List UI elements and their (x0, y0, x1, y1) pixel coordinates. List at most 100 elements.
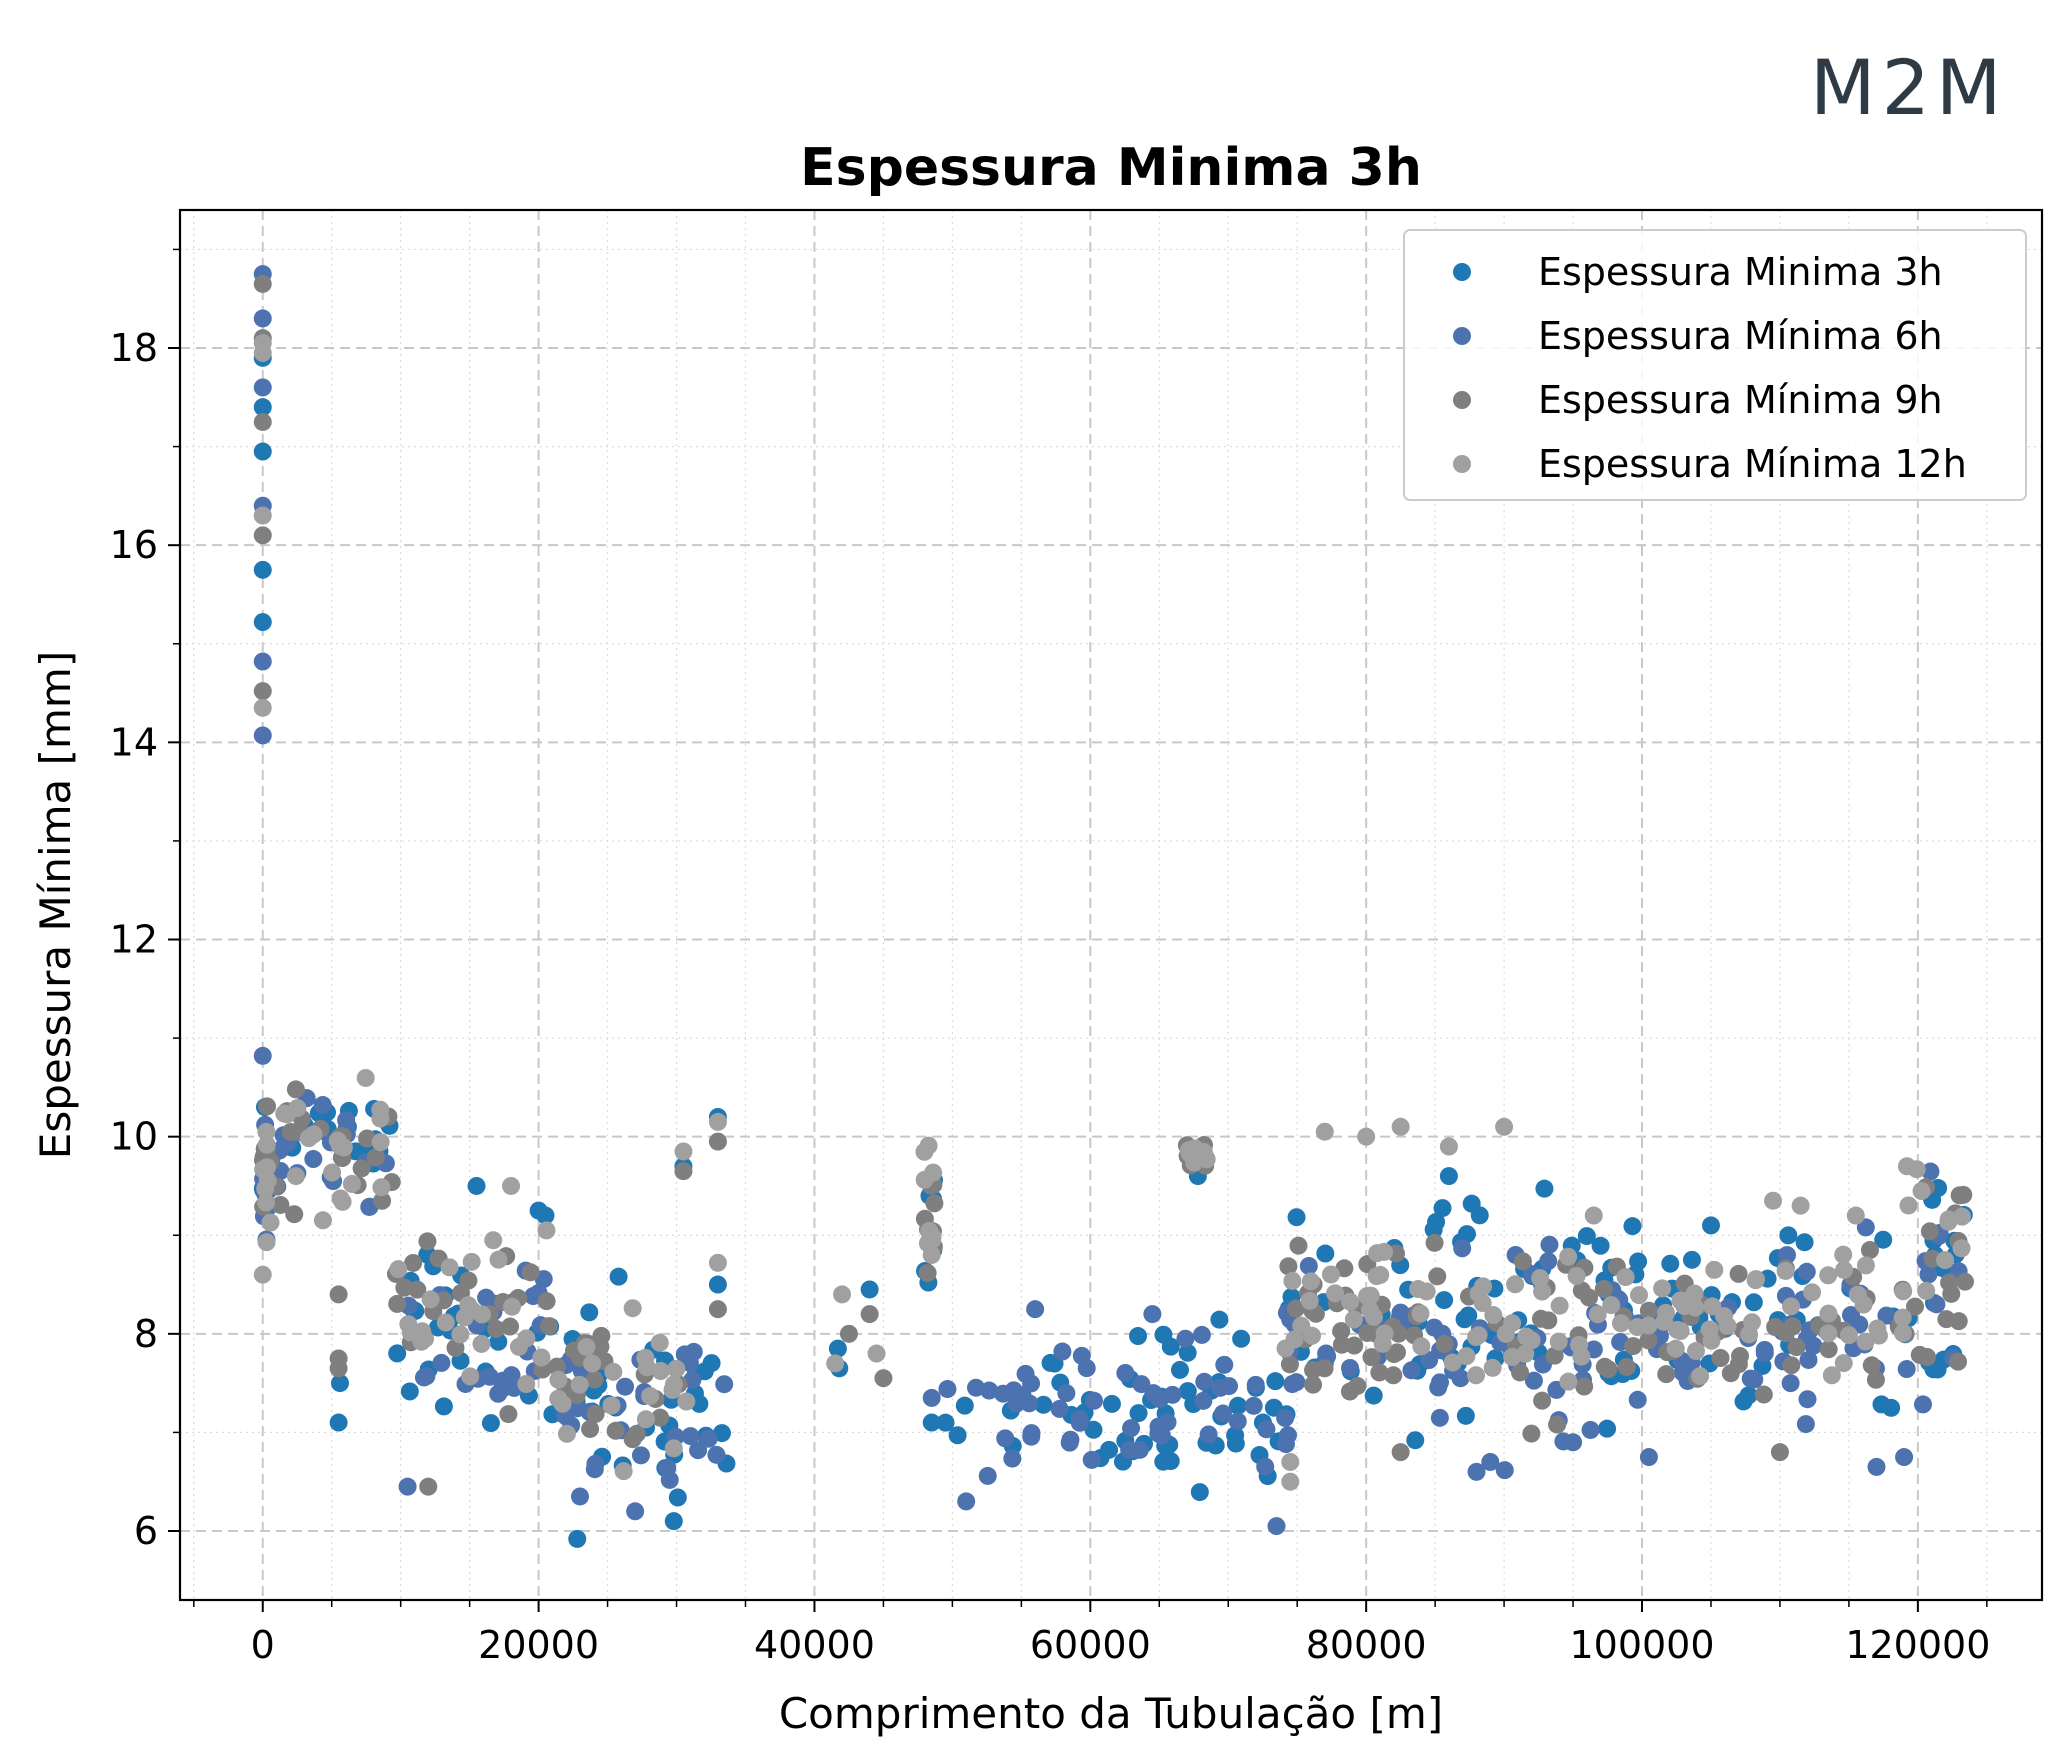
data-point (1927, 1295, 1946, 1314)
data-point (1897, 1157, 1916, 1176)
data-point (1862, 1356, 1881, 1375)
data-point (330, 1374, 349, 1393)
legend-marker (1453, 391, 1471, 409)
data-point (1402, 1361, 1421, 1380)
data-point (1868, 1319, 1887, 1338)
data-point (1144, 1384, 1163, 1403)
data-point (1685, 1284, 1704, 1303)
data-point (1624, 1337, 1643, 1356)
data-point (1194, 1391, 1213, 1410)
data-point (371, 1133, 390, 1152)
data-point (536, 1206, 555, 1225)
data-point (253, 1265, 272, 1284)
data-point (1457, 1225, 1476, 1244)
data-point (1744, 1293, 1763, 1312)
data-point (1457, 1347, 1476, 1366)
data-point (1594, 1280, 1613, 1299)
data-point (1163, 1385, 1182, 1404)
data-point (1564, 1433, 1583, 1452)
data-point (1740, 1325, 1759, 1344)
data-point (1215, 1355, 1234, 1374)
data-point (1539, 1311, 1558, 1330)
data-point (828, 1339, 847, 1358)
data-point (1746, 1271, 1765, 1290)
data-point (1777, 1246, 1796, 1265)
data-point (1949, 1312, 1968, 1331)
data-point (398, 1477, 417, 1496)
data-point (833, 1285, 852, 1304)
data-point (708, 1253, 727, 1272)
data-point (1013, 1386, 1032, 1405)
data-point (1860, 1241, 1879, 1260)
y-tick-label: 8 (134, 1312, 158, 1356)
data-point (286, 1080, 305, 1099)
data-point (285, 1205, 304, 1224)
data-point (1335, 1259, 1354, 1278)
data-point (674, 1142, 693, 1161)
data-point (1161, 1337, 1180, 1356)
data-point (1326, 1284, 1345, 1303)
data-point (568, 1529, 587, 1548)
data-point (1894, 1282, 1913, 1301)
data-point (1084, 1420, 1103, 1439)
legend: Espessura Minima 3h Espessura Mínima 6h Es… (1403, 229, 2027, 501)
data-point (919, 1136, 938, 1155)
data-point (275, 1104, 294, 1123)
data-point (1026, 1300, 1045, 1319)
data-point (1598, 1419, 1617, 1438)
data-point (1496, 1324, 1515, 1343)
data-point (1345, 1336, 1364, 1355)
data-point (1276, 1408, 1295, 1427)
data-point (1533, 1391, 1552, 1410)
data-point (408, 1280, 427, 1299)
data-point (1776, 1261, 1795, 1280)
data-point (1549, 1332, 1568, 1351)
data-point (1469, 1326, 1488, 1345)
data-point (253, 560, 272, 579)
data-point (1920, 1222, 1939, 1241)
data-point (1050, 1399, 1069, 1418)
data-point (1705, 1260, 1724, 1279)
data-point (1116, 1364, 1135, 1383)
data-point (583, 1354, 602, 1373)
data-point (253, 1046, 272, 1065)
data-point (1639, 1331, 1658, 1350)
data-point (1657, 1365, 1676, 1384)
data-point (1467, 1366, 1486, 1385)
data-point (570, 1375, 589, 1394)
m2m-logo-graphic: M2M (1810, 43, 2002, 132)
data-point (1893, 1324, 1912, 1343)
data-point (1874, 1230, 1893, 1249)
data-point (1495, 1117, 1514, 1136)
x-tick-label: 40000 (754, 1623, 875, 1667)
data-point (1819, 1340, 1838, 1359)
data-point (667, 1359, 686, 1378)
data-point (1199, 1425, 1218, 1444)
data-point (1872, 1395, 1891, 1414)
data-point (1301, 1272, 1320, 1291)
data-point (580, 1303, 599, 1322)
data-point (1517, 1327, 1536, 1346)
data-point (1782, 1356, 1801, 1375)
data-point (328, 1131, 347, 1150)
data-point (1085, 1391, 1104, 1410)
data-point (1691, 1367, 1710, 1386)
data-point (1428, 1267, 1447, 1286)
data-point (253, 726, 272, 745)
data-point (585, 1460, 604, 1479)
data-point (1152, 1426, 1171, 1445)
data-point (1424, 1220, 1443, 1239)
data-point (938, 1380, 957, 1399)
data-point (389, 1260, 408, 1279)
data-point (1918, 1347, 1937, 1366)
data-point (1435, 1335, 1454, 1354)
data-point (636, 1410, 655, 1429)
y-tick-label: 18 (110, 326, 158, 370)
data-point (1739, 1386, 1758, 1405)
data-point (637, 1358, 656, 1377)
data-point (1559, 1247, 1578, 1266)
data-point (616, 1377, 635, 1396)
data-point (1070, 1409, 1089, 1428)
data-point (915, 1170, 934, 1189)
series-4-points (253, 334, 1971, 1491)
